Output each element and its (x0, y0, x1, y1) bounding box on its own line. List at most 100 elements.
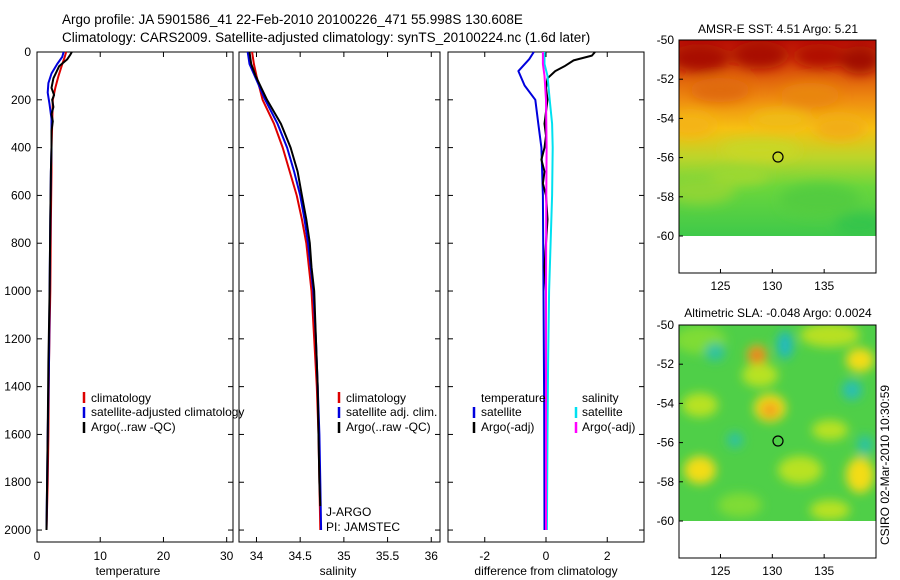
legend-label-temp-argo: Argo(-adj) (481, 420, 534, 434)
sst-field-patch (794, 44, 846, 68)
lat-tick-label: -58 (657, 190, 675, 204)
y-tick-label: 1800 (4, 475, 31, 489)
sla-field-patch (800, 325, 860, 347)
figure-title-line2: Climatology: CARS2009. Satellite-adjuste… (62, 30, 590, 45)
sst-field (679, 41, 876, 236)
sst-field-patch (780, 83, 840, 107)
sla-field-patch (752, 351, 762, 363)
sla-field-patch (842, 380, 862, 400)
legend-label-argo: Argo(..raw -QC) (91, 420, 176, 434)
legend-heading-salinity: salinity (582, 391, 619, 405)
y-tick-label: 1400 (4, 380, 31, 394)
x-tick-label: 0 (543, 549, 550, 563)
sst-float-position-marker (772, 151, 784, 163)
legend-label-sal-satellite: satellite (582, 405, 623, 419)
difference-axes: -2 0 2 (448, 51, 644, 563)
x-tick-label: -2 (479, 549, 490, 563)
sla-field-patch (761, 402, 779, 418)
lat-tick-label: -52 (657, 72, 675, 86)
lon-tick-label: 130 (762, 279, 782, 293)
y-tick-label: 1200 (4, 332, 31, 346)
series-line-climatology (251, 51, 322, 531)
x-tick-label: 36 (425, 549, 439, 563)
lon-tick-label: 135 (814, 279, 834, 293)
sst-field-patch (835, 213, 876, 236)
lat-tick-label: -56 (657, 436, 675, 450)
y-tick-label: 1600 (4, 427, 31, 441)
temperature-legend: climatology satellite-adjusted climatolo… (82, 391, 244, 434)
sst-field-patch (690, 78, 750, 102)
float-program-label: J-ARGO (326, 505, 371, 519)
sla-field-patch (812, 420, 848, 440)
sst-field-patch (679, 176, 735, 204)
credit-timestamp: CSIRO 02-Mar-2010 10:30:59 (878, 385, 892, 545)
sla-field-patch (727, 432, 743, 448)
sla-field-patch (778, 456, 822, 484)
salinity-legend: climatology satellite adj. clim. Argo(..… (326, 391, 437, 534)
legend-heading-temperature: temperature (481, 391, 546, 405)
y-tick-label: 1000 (4, 284, 31, 298)
sla-field-patch (777, 331, 793, 359)
sla-float-position-marker (772, 435, 784, 447)
temperature-axis-label: temperature (96, 564, 161, 578)
sst-field-patch (679, 113, 715, 137)
lon-tick-label: 125 (710, 564, 730, 578)
legend-label-temp-satellite: satellite (481, 405, 522, 419)
sla-field (679, 325, 874, 520)
temperature-axes: 0 10 20 30 0 200 400 600 800 1000 1200 1400 1600 1800… (4, 45, 233, 563)
series-line-temperature-satellite (517, 51, 546, 531)
legend-label-argo: Argo(..raw -QC) (346, 420, 431, 434)
principal-investigator-label: PI: JAMSTEC (326, 520, 400, 534)
sla-field-patch (846, 457, 874, 493)
sst-field-patch (679, 44, 730, 72)
sst-field-patch (780, 184, 860, 216)
legend-label-sal-argo: Argo(-adj) (582, 420, 635, 434)
lat-tick-label: -50 (657, 33, 675, 47)
y-tick-label: 600 (11, 188, 31, 202)
sla-map-blank-strip (679, 521, 876, 558)
lat-tick-label: -56 (657, 151, 675, 165)
x-tick-label: 34.5 (288, 549, 312, 563)
lat-tick-label: -54 (657, 111, 675, 125)
sla-field-patch (846, 348, 874, 372)
y-tick-label: 400 (11, 141, 31, 155)
sla-field-patch (718, 493, 762, 517)
sla-map-frame (678, 324, 877, 559)
sla-field-patch (682, 393, 718, 417)
sst-map-frame (678, 39, 877, 274)
legend-label-satellite: satellite adj. clim. (346, 405, 437, 419)
y-tick-label: 200 (11, 93, 31, 107)
lat-tick-label: -50 (657, 318, 675, 332)
x-tick-label: 2 (604, 549, 611, 563)
sst-field-patch (814, 116, 866, 140)
lat-tick-label: -52 (657, 357, 675, 371)
salinity-axis-label: salinity (320, 564, 357, 578)
sst-field-patch (840, 46, 876, 74)
sla-map-title: Altimetric SLA: -0.048 Argo: 0.0024 (684, 306, 872, 320)
salinity-panel-frame (238, 51, 441, 543)
x-tick-label: 35 (337, 549, 351, 563)
difference-lines (517, 51, 596, 531)
legend-label-climatology: climatology (91, 391, 151, 405)
x-tick-label: 10 (94, 549, 108, 563)
series-line-argo-raw-qc- (248, 51, 322, 507)
x-tick-label: 34 (250, 549, 264, 563)
legend-label-satellite: satellite-adjusted climatology (91, 405, 244, 419)
legend-label-climatology: climatology (346, 391, 406, 405)
salinity-lines (246, 51, 323, 531)
temperature-panel-frame (36, 51, 234, 543)
sst-map-title: AMSR-E SST: 4.51 Argo: 5.21 (698, 22, 858, 36)
series-line-salinity-argo-adj- (541, 52, 548, 530)
difference-legend: temperature satellite Argo(-adj) salinit… (472, 391, 635, 434)
sst-map-blank-strip (679, 236, 876, 273)
sst-field-patch (732, 41, 788, 69)
difference-axis-label: difference from climatology (474, 564, 617, 578)
sst-map: AMSR-E SST: 4.51 Argo: 5.21 -50 -52 -54 -56… (657, 22, 877, 293)
sla-field-patch (705, 343, 725, 361)
sla-field-patch (810, 500, 850, 520)
figure-title-line1: Argo profile: JA 5901586_41 22-Feb-2010 … (62, 12, 523, 27)
sst-field-patch (720, 140, 800, 160)
lon-tick-label: 135 (814, 564, 834, 578)
x-tick-label: 0 (34, 549, 41, 563)
